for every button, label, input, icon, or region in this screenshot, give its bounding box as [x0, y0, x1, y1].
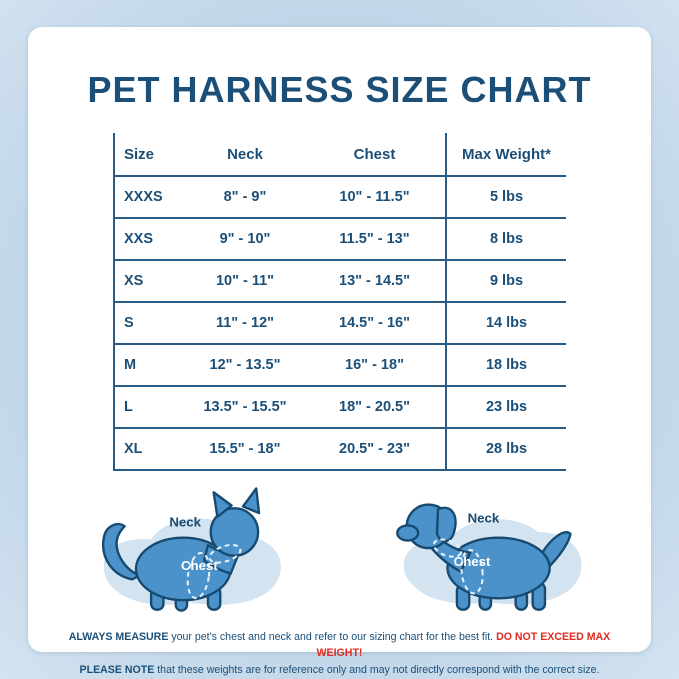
chest-cell: 13" - 14.5" [304, 260, 446, 303]
footnote-always-measure: ALWAYS MEASURE [68, 631, 169, 643]
size-cell: M [114, 344, 186, 387]
chest-cell: 14.5" - 16" [304, 302, 446, 345]
cat-ear-left [211, 491, 233, 519]
neck-cell: 13.5" - 15.5" [186, 386, 304, 429]
dog-diagram: Neck Chest [395, 503, 582, 611]
cat-ear-right [241, 487, 260, 515]
table-row: XL 15.5" - 18" 20.5" - 23" 28 lbs [114, 428, 566, 471]
neck-cell: 15.5" - 18" [186, 428, 304, 471]
cat-silhouette [101, 487, 260, 612]
table-row: S 11" - 12" 14.5" - 16" 14 lbs [114, 302, 566, 345]
dog-chest-measure-line [459, 549, 484, 595]
table-row: XXS 9" - 10" 11.5" - 13" 8 lbs [114, 218, 566, 261]
footnote-warning: DO NOT EXCEED MAX WEIGHT! [316, 631, 611, 660]
footnote-please-note: PLEASE NOTE [79, 663, 155, 676]
column-header-size: Size [114, 133, 186, 177]
dog-chest-label: Chest [453, 554, 490, 569]
size-chart-table: Size Neck Chest Max Weight* XXXS 8" - 9"… [113, 133, 566, 471]
column-header-neck: Neck [186, 133, 304, 177]
chest-cell: 10" - 11.5" [304, 176, 446, 219]
neck-cell: 12" - 13.5" [186, 344, 304, 387]
max-weight-cell: 18 lbs [445, 344, 566, 387]
chest-cell: 20.5" - 23" [304, 428, 446, 471]
cat-neck-label: Neck [169, 514, 201, 529]
footnote: ALWAYS MEASURE your pet's chest and neck… [49, 629, 631, 678]
size-cell: L [114, 386, 186, 429]
footnote-text-2: that these weights are for reference onl… [154, 663, 600, 676]
chest-cell: 16" - 18" [304, 344, 446, 387]
chest-cell: 11.5" - 13" [304, 218, 446, 261]
page-title: PET HARNESS SIZE CHART [87, 69, 592, 110]
neck-cell: 9" - 10" [186, 218, 304, 261]
neck-cell: 11" - 12" [186, 302, 304, 345]
table-row: XS 10" - 11" 13" - 14.5" 9 lbs [114, 260, 566, 303]
max-weight-cell: 28 lbs [445, 428, 566, 471]
table-row: L 13.5" - 15.5" 18" - 20.5" 23 lbs [114, 386, 566, 429]
size-cell: S [114, 302, 186, 345]
max-weight-cell: 9 lbs [445, 260, 566, 303]
size-cell: XS [114, 260, 186, 303]
column-header-chest: Chest [304, 133, 446, 177]
cat-chest-measure-line [186, 551, 210, 600]
table-row: M 12" - 13.5" 16" - 18" 18 lbs [114, 344, 566, 387]
table-row: XXXS 8" - 9" 10" - 11.5" 5 lbs [114, 176, 566, 219]
measurement-diagrams: Neck Chest Neck Chest [28, 479, 651, 621]
cat-chest-label: Chest [180, 558, 217, 573]
dog-muzzle [395, 524, 419, 542]
dog-ear [435, 506, 457, 543]
column-header-max-weight: Max Weight* [445, 133, 566, 177]
dog-neck-label: Neck [467, 511, 499, 526]
size-cell: XXS [114, 218, 186, 261]
size-cell: XL [114, 428, 186, 471]
dog-neck-measure-line [432, 538, 462, 558]
chest-cell: 18" - 20.5" [304, 386, 446, 429]
cat-tail [101, 522, 141, 581]
dog-silhouette [395, 503, 572, 611]
max-weight-cell: 14 lbs [445, 302, 566, 345]
neck-cell: 10" - 11" [186, 260, 304, 303]
max-weight-cell: 5 lbs [445, 176, 566, 219]
size-cell: XXXS [114, 176, 186, 219]
table-header-row: Size Neck Chest Max Weight* [114, 133, 566, 177]
max-weight-cell: 8 lbs [445, 218, 566, 261]
footnote-text-1: your pet's chest and neck and refer to o… [168, 631, 497, 643]
neck-cell: 8" - 9" [186, 176, 304, 219]
dog-tail [540, 531, 572, 570]
max-weight-cell: 23 lbs [445, 386, 566, 429]
size-chart-card: PET HARNESS SIZE CHART Size Neck Chest M… [28, 27, 651, 676]
cat-diagram: Neck Chest [101, 487, 281, 612]
